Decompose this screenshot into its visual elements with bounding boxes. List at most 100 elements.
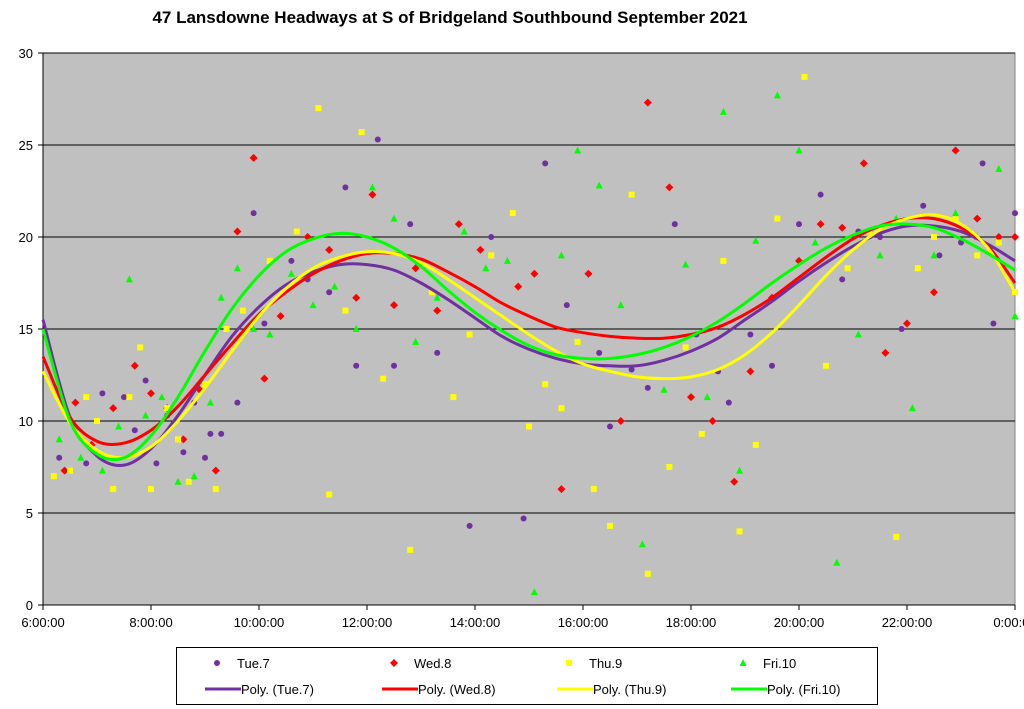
point-thu-9 bbox=[212, 486, 219, 493]
point-wed-8 bbox=[476, 245, 485, 254]
point-wed-8 bbox=[260, 374, 269, 383]
point-fri-10 bbox=[876, 251, 884, 259]
point-tue-7 bbox=[234, 399, 241, 406]
point-wed-8 bbox=[616, 417, 625, 425]
point-fri-10 bbox=[390, 214, 398, 222]
point-wed-8 bbox=[730, 477, 739, 486]
trendline-poly-fri-10 bbox=[41, 222, 1016, 462]
point-wed-8 bbox=[708, 417, 717, 425]
x-tick-label: 10:00:00 bbox=[234, 615, 285, 630]
point-tue-7 bbox=[796, 221, 802, 228]
point-tue-7 bbox=[990, 320, 997, 327]
point-fri-10 bbox=[854, 330, 862, 338]
legend-swatch bbox=[731, 687, 767, 691]
point-wed-8 bbox=[816, 220, 825, 229]
trendlines bbox=[41, 213, 1017, 467]
point-thu-9 bbox=[893, 533, 900, 540]
legend-swatch bbox=[382, 687, 418, 691]
point-tue-7 bbox=[121, 394, 127, 401]
point-tue-7 bbox=[342, 184, 349, 191]
point-tue-7 bbox=[202, 454, 208, 461]
point-thu-9 bbox=[223, 326, 230, 332]
y-tick-label: 0 bbox=[26, 598, 33, 613]
point-fri-10 bbox=[557, 251, 565, 259]
point-tue-7 bbox=[207, 430, 214, 437]
point-wed-8 bbox=[1011, 233, 1019, 241]
point-tue-7 bbox=[596, 349, 603, 356]
point-thu-9 bbox=[666, 464, 673, 470]
point-fri-10 bbox=[773, 91, 781, 99]
x-tick-label: 0:00:00 bbox=[993, 615, 1024, 630]
point-wed-8 bbox=[665, 183, 674, 192]
legend-marker bbox=[390, 659, 398, 667]
point-fri-10 bbox=[115, 422, 123, 430]
point-fri-10 bbox=[930, 251, 938, 259]
point-tue-7 bbox=[353, 362, 360, 369]
point-thu-9 bbox=[342, 307, 349, 314]
point-wed-8 bbox=[325, 245, 334, 254]
point-thu-9 bbox=[126, 394, 133, 401]
y-tick-label: 30 bbox=[19, 46, 33, 61]
point-tue-7 bbox=[250, 210, 257, 217]
point-tue-7 bbox=[131, 427, 138, 434]
legend-item: Poly. (Tue.7) bbox=[205, 678, 314, 700]
point-fri-10 bbox=[638, 540, 646, 548]
point-fri-10 bbox=[833, 558, 841, 566]
point-fri-10 bbox=[995, 164, 1003, 172]
point-thu-9 bbox=[239, 307, 246, 314]
point-wed-8 bbox=[276, 312, 285, 321]
point-thu-9 bbox=[607, 522, 613, 529]
point-thu-9 bbox=[148, 486, 154, 493]
point-thu-9 bbox=[266, 257, 273, 264]
point-wed-8 bbox=[411, 264, 420, 273]
point-wed-8 bbox=[903, 319, 911, 328]
point-wed-8 bbox=[433, 306, 442, 315]
point-wed-8 bbox=[233, 227, 242, 236]
point-wed-8 bbox=[130, 361, 139, 370]
point-wed-8 bbox=[147, 389, 155, 398]
point-tue-7 bbox=[936, 252, 943, 259]
point-thu-9 bbox=[995, 239, 1002, 246]
point-thu-9 bbox=[752, 441, 759, 448]
point-tue-7 bbox=[288, 257, 295, 264]
point-fri-10 bbox=[660, 385, 668, 393]
point-wed-8 bbox=[211, 466, 220, 475]
point-wed-8 bbox=[352, 293, 361, 302]
point-tue-7 bbox=[520, 515, 527, 522]
y-tick-label: 10 bbox=[19, 414, 33, 429]
point-tue-7 bbox=[725, 399, 732, 406]
point-tue-7 bbox=[644, 384, 651, 391]
legend-label: Fri.10 bbox=[763, 655, 797, 671]
legend: Tue.7 Wed.8 Thu.9 Fri.10 Poly. (Tue.7) Poly. … bbox=[176, 647, 878, 705]
point-thu-9 bbox=[774, 215, 781, 222]
point-fri-10 bbox=[952, 209, 960, 217]
x-tick-label: 22:00:00 bbox=[882, 615, 933, 630]
point-tue-7 bbox=[374, 136, 381, 143]
point-thu-9 bbox=[50, 473, 57, 480]
point-thu-9 bbox=[720, 257, 727, 264]
point-fri-10 bbox=[174, 477, 182, 485]
y-tick-label: 5 bbox=[26, 506, 33, 521]
point-thu-9 bbox=[558, 405, 565, 412]
point-thu-9 bbox=[844, 265, 851, 272]
point-fri-10 bbox=[752, 236, 760, 244]
chart-canvas: 0 5 10 15 20 25 30 6:00:00 8:00:00 10:00:00 12:00:… bbox=[19, 46, 1024, 630]
point-wed-8 bbox=[687, 393, 695, 402]
point-thu-9 bbox=[590, 486, 597, 493]
point-thu-9 bbox=[358, 129, 365, 136]
point-tue-7 bbox=[563, 302, 570, 309]
point-thu-9 bbox=[628, 191, 635, 198]
point-wed-8 bbox=[746, 367, 755, 376]
point-fri-10 bbox=[574, 146, 582, 154]
point-tue-7 bbox=[488, 234, 495, 240]
point-tue-7 bbox=[326, 289, 333, 296]
legend-label: Poly. (Thu.9) bbox=[593, 681, 667, 697]
point-thu-9 bbox=[682, 344, 689, 351]
data-points bbox=[50, 73, 1019, 596]
point-thu-9 bbox=[293, 228, 300, 235]
y-tick-label: 25 bbox=[19, 138, 33, 153]
point-tue-7 bbox=[747, 331, 754, 338]
point-fri-10 bbox=[287, 269, 295, 277]
point-fri-10 bbox=[55, 435, 63, 443]
x-tick-label: 12:00:00 bbox=[342, 615, 393, 630]
